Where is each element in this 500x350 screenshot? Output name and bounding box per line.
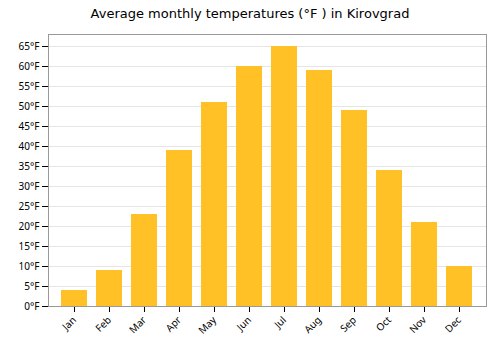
svg-text:20°F: 20°F	[19, 219, 40, 233]
svg-text:Jun: Jun	[233, 313, 254, 334]
svg-text:Apr: Apr	[162, 313, 184, 335]
svg-text:5°F: 5°F	[24, 279, 39, 293]
svg-text:40°F: 40°F	[19, 139, 40, 153]
svg-text:15°F: 15°F	[19, 239, 40, 253]
svg-text:35°F: 35°F	[19, 159, 40, 173]
svg-text:Feb: Feb	[92, 313, 114, 335]
svg-text:65°F: 65°F	[19, 39, 40, 53]
svg-text:30°F: 30°F	[19, 179, 40, 193]
svg-text:May: May	[195, 312, 220, 337]
svg-text:55°F: 55°F	[19, 79, 40, 93]
svg-text:45°F: 45°F	[19, 119, 40, 133]
svg-text:Oct: Oct	[373, 313, 395, 335]
svg-text:0°F: 0°F	[24, 299, 39, 313]
html-text:Average monthly temperatures (: Average monthly temperatures (°F ) in Ki…	[90, 6, 410, 21]
svg-text:Mar: Mar	[126, 313, 149, 336]
svg-text:50°F: 50°F	[19, 99, 40, 113]
svg-text:10°F: 10°F	[19, 259, 40, 273]
svg-text:Dec: Dec	[441, 313, 464, 336]
svg-text:Nov: Nov	[406, 312, 430, 336]
svg-text:Aug: Aug	[301, 313, 324, 336]
svg-text:60°F: 60°F	[19, 59, 40, 73]
svg-text:Sep: Sep	[337, 313, 359, 335]
svg-text:Jul: Jul	[270, 313, 289, 332]
svg-text:Jan: Jan	[58, 313, 79, 334]
svg-text:25°F: 25°F	[19, 199, 40, 213]
